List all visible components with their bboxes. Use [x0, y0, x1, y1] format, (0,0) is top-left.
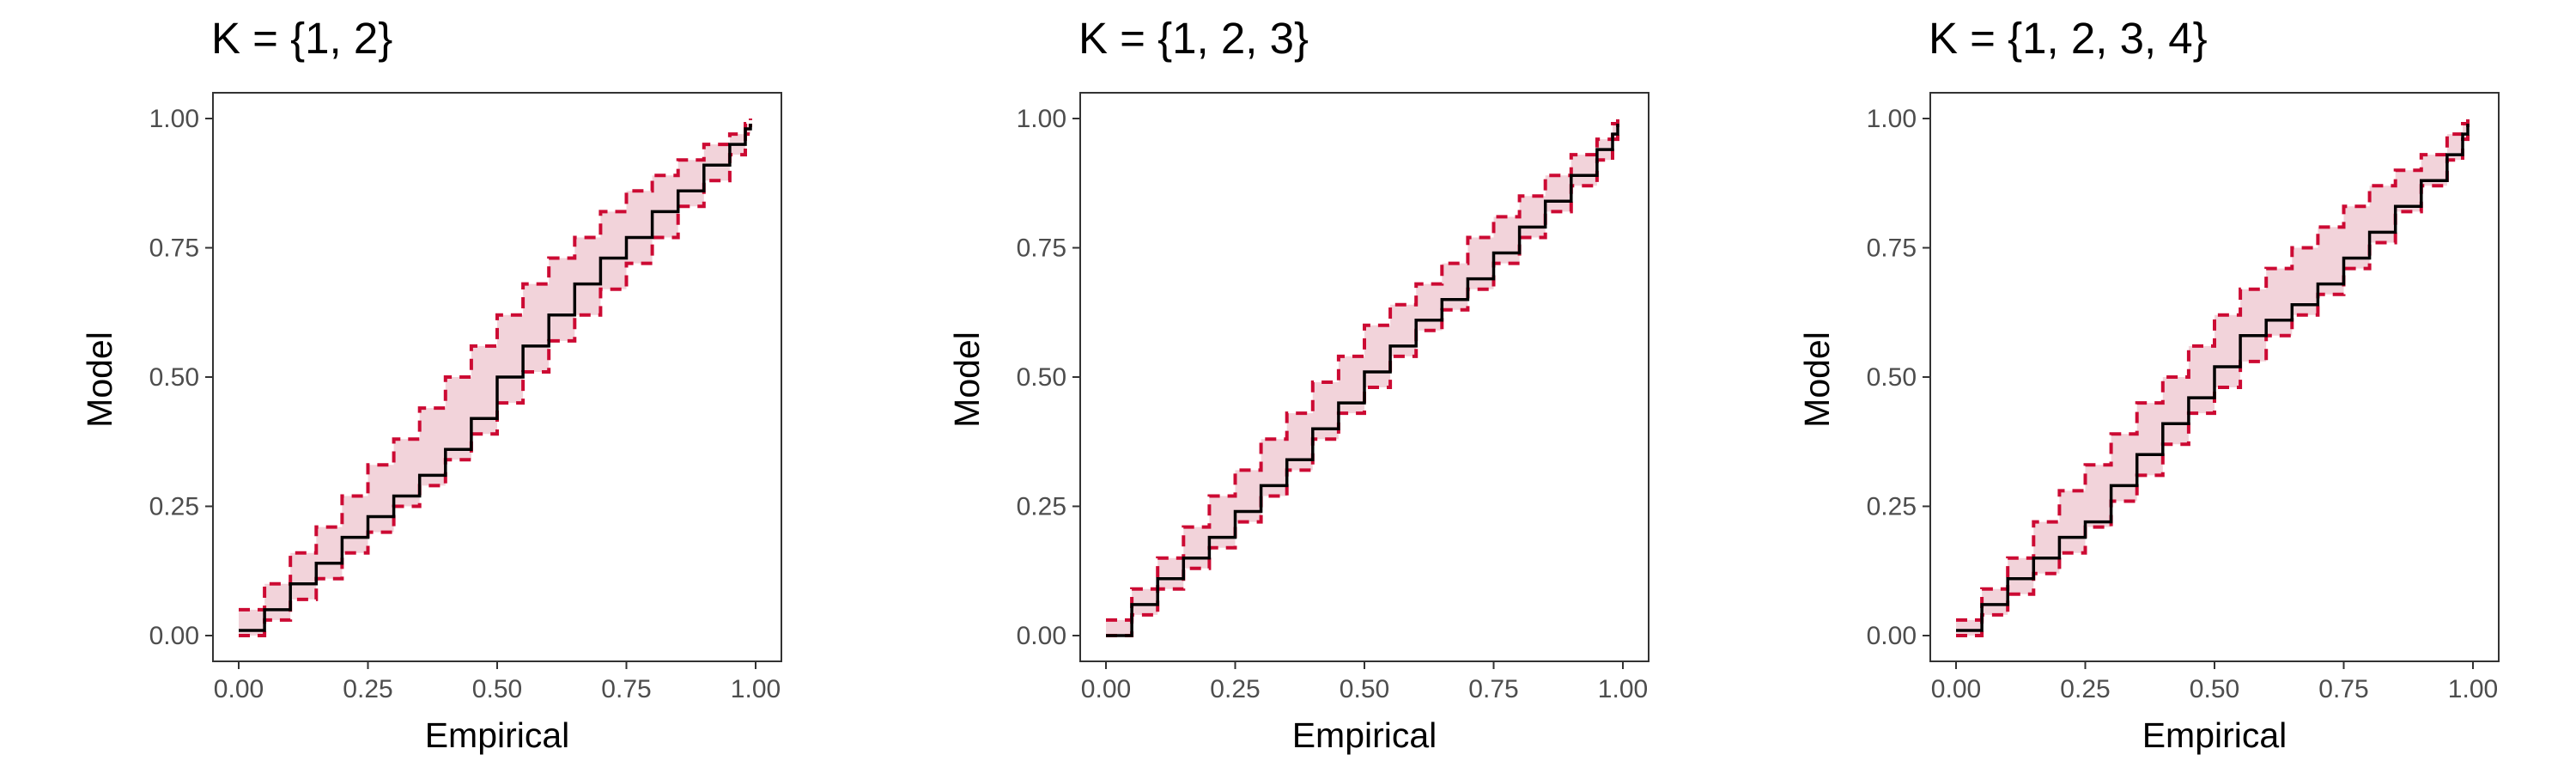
chart-title: K = {1, 2, 3, 4}	[1929, 14, 2208, 63]
upper-bound-line	[239, 119, 752, 612]
x-tick-label: 0.00	[214, 675, 264, 703]
chart-title: K = {1, 2}	[211, 14, 392, 63]
x-tick-label: 0.25	[1210, 675, 1260, 703]
plot-area: 0.00 0.25 0.50 0.75 1.00 0.00 0.25 0.50 0.75 1.00	[1017, 92, 1649, 703]
chart-panel-3: K = {1, 2, 3, 4} Empirical Model 0.00 0.2…	[1717, 0, 2576, 773]
confidence-band	[239, 119, 750, 636]
plot-area: 0.00 0.25 0.50 0.75 1.00 0.00 0.25 0.50 0.75 1.00	[149, 92, 782, 703]
y-tick-label: 1.00	[1017, 105, 1066, 133]
lower-bound-line	[239, 124, 752, 637]
x-axis-title: Empirical	[2142, 715, 2287, 755]
x-tick-label: 1.00	[731, 675, 781, 703]
x-tick-label: 0.25	[2060, 675, 2110, 703]
model-line	[239, 124, 752, 632]
x-tick-label: 1.00	[1598, 675, 1648, 703]
y-tick-label: 0.00	[1867, 622, 1917, 650]
chart-title: K = {1, 2, 3}	[1078, 14, 1309, 63]
chart-svg-1: K = {1, 2} Empirical Model 0.00 0.25 0.50 0…	[80, 14, 782, 755]
x-tick-label: 0.25	[343, 675, 392, 703]
x-tick-label: 0.50	[472, 675, 522, 703]
x-axis-title: Empirical	[1292, 715, 1437, 755]
plot-area: 0.00 0.25 0.50 0.75 1.00 0.00 0.25 0.50 0.75 1.00	[1867, 92, 2500, 703]
chart-svg-3: K = {1, 2, 3, 4} Empirical Model 0.00 0.2…	[1797, 14, 2500, 755]
x-tick-label: 0.75	[601, 675, 651, 703]
model-line	[1106, 124, 1619, 637]
y-axis-title: Model	[80, 332, 119, 428]
y-axis-title: Model	[1797, 332, 1837, 428]
x-tick-label: 0.00	[1931, 675, 1981, 703]
confidence-band	[1956, 119, 2468, 636]
x-tick-label: 0.50	[2190, 675, 2239, 703]
y-tick-label: 1.00	[1867, 105, 1917, 133]
y-axis-title: Model	[947, 332, 987, 428]
lower-bound-line	[1106, 124, 1619, 637]
chart-panel-1: K = {1, 2} Empirical Model 0.00 0.25 0.50 0…	[0, 0, 859, 773]
y-tick-label: 0.75	[149, 234, 199, 263]
x-tick-label: 0.75	[2318, 675, 2368, 703]
y-tick-label: 0.25	[1017, 493, 1066, 521]
y-tick-label: 0.25	[1867, 493, 1917, 521]
y-tick-label: 0.50	[1867, 363, 1917, 392]
y-tick-label: 0.50	[1017, 363, 1066, 392]
chart-panel-2: K = {1, 2, 3} Empirical Model 0.00 0.25 0.…	[867, 0, 1726, 773]
x-tick-label: 1.00	[2448, 675, 2498, 703]
upper-bound-line	[1956, 119, 2470, 622]
x-tick-label: 0.50	[1340, 675, 1389, 703]
lower-bound-line	[1956, 124, 2470, 637]
y-tick-label: 0.00	[149, 622, 199, 650]
x-tick-label: 0.75	[1468, 675, 1518, 703]
y-tick-label: 0.50	[149, 363, 199, 392]
y-tick-label: 0.00	[1017, 622, 1066, 650]
y-tick-label: 0.75	[1867, 234, 1917, 263]
x-tick-label: 0.00	[1081, 675, 1131, 703]
chart-svg-2: K = {1, 2, 3} Empirical Model 0.00 0.25 0.…	[947, 14, 1649, 755]
y-tick-label: 0.25	[149, 493, 199, 521]
x-axis-title: Empirical	[425, 715, 570, 755]
confidence-band	[1106, 119, 1618, 636]
model-line	[1956, 124, 2470, 632]
y-tick-label: 1.00	[149, 105, 199, 133]
y-tick-label: 0.75	[1017, 234, 1066, 263]
